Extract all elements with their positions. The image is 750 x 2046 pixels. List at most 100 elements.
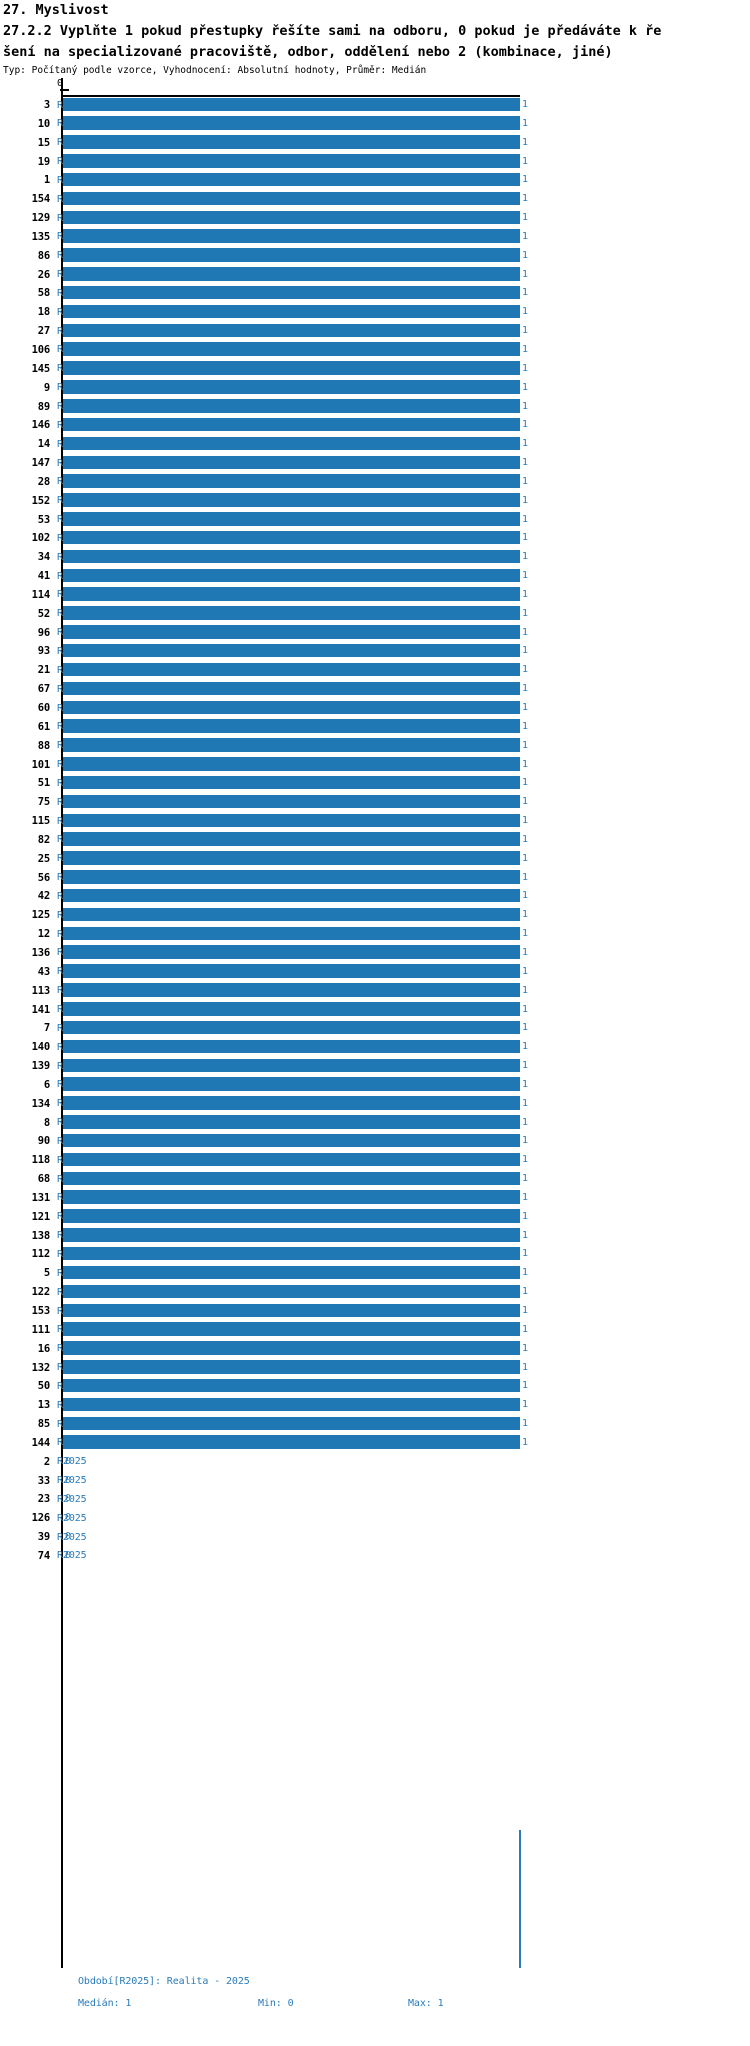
bar[interactable]: [63, 1020, 520, 1035]
table-row[interactable]: 68R20251: [0, 1170, 750, 1189]
table-row[interactable]: 6R20251: [0, 1076, 750, 1095]
bar[interactable]: [63, 775, 520, 790]
table-row[interactable]: 101R20251: [0, 756, 750, 775]
bar[interactable]: [63, 1416, 520, 1431]
bar[interactable]: [63, 1039, 520, 1054]
table-row[interactable]: 61R20251: [0, 718, 750, 737]
bar[interactable]: [63, 700, 520, 714]
table-row[interactable]: 102R20251: [0, 529, 750, 548]
bar[interactable]: [63, 1058, 520, 1073]
table-row[interactable]: 75R20251: [0, 793, 750, 812]
table-row[interactable]: 15R20251: [0, 134, 750, 153]
bar[interactable]: [63, 116, 520, 130]
table-row[interactable]: 12R20251: [0, 925, 750, 944]
table-row[interactable]: 14R20251: [0, 435, 750, 454]
bar[interactable]: [63, 870, 520, 884]
bar[interactable]: [63, 757, 520, 771]
table-row[interactable]: 139R20251: [0, 1057, 750, 1076]
table-row[interactable]: 111R20251: [0, 1321, 750, 1340]
table-row[interactable]: 43R20251: [0, 963, 750, 982]
table-row[interactable]: 96R20251: [0, 624, 750, 643]
table-row[interactable]: 115R20251: [0, 812, 750, 831]
table-row[interactable]: 132R20251: [0, 1359, 750, 1378]
bar[interactable]: [63, 1133, 520, 1148]
bar[interactable]: [63, 342, 520, 356]
table-row[interactable]: 86R20251: [0, 247, 750, 266]
bar[interactable]: [63, 662, 520, 677]
table-row[interactable]: 10R20251: [0, 115, 750, 134]
table-row[interactable]: 145R20251: [0, 360, 750, 379]
bar[interactable]: [63, 945, 520, 959]
bar[interactable]: [63, 304, 520, 319]
bar[interactable]: [63, 512, 520, 526]
bar[interactable]: [63, 926, 520, 941]
bar[interactable]: [63, 719, 520, 733]
bar[interactable]: [63, 983, 520, 997]
bar[interactable]: [63, 1341, 520, 1355]
table-row[interactable]: 146R20251: [0, 416, 750, 435]
table-row[interactable]: 122R20251: [0, 1283, 750, 1302]
bar[interactable]: [63, 1246, 520, 1261]
table-row[interactable]: 113R20251: [0, 982, 750, 1001]
table-row[interactable]: 82R20251: [0, 831, 750, 850]
bar[interactable]: [63, 135, 520, 149]
table-row[interactable]: 26R20251: [0, 266, 750, 285]
bar[interactable]: [63, 1077, 520, 1091]
bar[interactable]: [63, 643, 520, 658]
bar[interactable]: [63, 285, 520, 300]
bar[interactable]: [63, 813, 520, 828]
table-row[interactable]: 23 R2025 0: [0, 1490, 750, 1509]
table-row[interactable]: 58R20251: [0, 284, 750, 303]
table-row[interactable]: 138R20251: [0, 1227, 750, 1246]
table-row[interactable]: 41R20251: [0, 567, 750, 586]
table-row[interactable]: 136R20251: [0, 944, 750, 963]
bar[interactable]: [63, 1152, 520, 1167]
bar[interactable]: [63, 436, 520, 451]
bar[interactable]: [63, 380, 520, 394]
bar[interactable]: [63, 493, 520, 507]
table-row[interactable]: 90R20251: [0, 1132, 750, 1151]
bar[interactable]: [63, 154, 520, 168]
bar[interactable]: [63, 738, 520, 752]
table-row[interactable]: 135R20251: [0, 228, 750, 247]
table-row[interactable]: 3R20251: [0, 96, 750, 115]
table-row[interactable]: 85R20251: [0, 1415, 750, 1434]
table-row[interactable]: 13R20251: [0, 1396, 750, 1415]
bar[interactable]: [63, 361, 520, 375]
table-row[interactable]: 140R20251: [0, 1038, 750, 1057]
bar[interactable]: [63, 1209, 520, 1223]
bar[interactable]: [63, 530, 520, 545]
table-row[interactable]: 18R20251: [0, 303, 750, 322]
bar[interactable]: [63, 1171, 520, 1186]
bar[interactable]: [63, 794, 520, 809]
table-row[interactable]: 60R20251: [0, 699, 750, 718]
bar[interactable]: [63, 1096, 520, 1110]
bar[interactable]: [63, 323, 520, 338]
table-row[interactable]: 5R20251: [0, 1264, 750, 1283]
bar[interactable]: [63, 248, 520, 262]
table-row[interactable]: 106R20251: [0, 341, 750, 360]
table-row[interactable]: 25R20251: [0, 850, 750, 869]
table-row[interactable]: 129R20251: [0, 209, 750, 228]
bar[interactable]: [63, 267, 520, 281]
bar[interactable]: [63, 568, 520, 583]
table-row[interactable]: 7R20251: [0, 1019, 750, 1038]
bar[interactable]: [63, 1378, 520, 1393]
bar[interactable]: [63, 832, 520, 846]
table-row[interactable]: 147R20251: [0, 454, 750, 473]
bar[interactable]: [63, 907, 520, 922]
bar[interactable]: [63, 1435, 520, 1449]
table-row[interactable]: 141R20251: [0, 1001, 750, 1020]
table-row[interactable]: 51R20251: [0, 774, 750, 793]
table-row[interactable]: 67R20251: [0, 680, 750, 699]
table-row[interactable]: 28R20251: [0, 473, 750, 492]
table-row[interactable]: 2 R2025 0: [0, 1453, 750, 1472]
bar[interactable]: [63, 606, 520, 620]
table-row[interactable]: 1R20251: [0, 171, 750, 190]
table-row[interactable]: 8R20251: [0, 1114, 750, 1133]
bar[interactable]: [63, 1397, 520, 1412]
table-row[interactable]: 50R20251: [0, 1377, 750, 1396]
bar[interactable]: [63, 97, 520, 111]
table-row[interactable]: 154R20251: [0, 190, 750, 209]
bar[interactable]: [63, 1190, 520, 1204]
